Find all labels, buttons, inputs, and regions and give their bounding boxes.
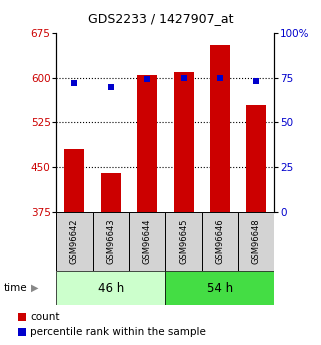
Bar: [165, 271, 274, 305]
Point: [72, 80, 77, 86]
Text: GSM96648: GSM96648: [252, 219, 261, 264]
Bar: [210, 45, 230, 212]
Text: 46 h: 46 h: [98, 282, 124, 295]
Bar: [18, 313, 26, 322]
Bar: [137, 75, 157, 212]
Bar: [173, 72, 194, 212]
Point: [144, 77, 150, 82]
Point: [108, 84, 113, 89]
Text: GSM96643: GSM96643: [106, 219, 115, 264]
Bar: [56, 271, 165, 305]
Bar: [18, 328, 26, 336]
Text: 54 h: 54 h: [207, 282, 233, 295]
Bar: [238, 212, 274, 271]
Text: GSM96642: GSM96642: [70, 219, 79, 264]
Text: GDS2233 / 1427907_at: GDS2233 / 1427907_at: [88, 12, 233, 25]
Point: [217, 75, 222, 80]
Text: GSM96646: GSM96646: [215, 219, 224, 264]
Text: percentile rank within the sample: percentile rank within the sample: [30, 327, 206, 337]
Text: GSM96644: GSM96644: [143, 219, 152, 264]
Bar: [202, 212, 238, 271]
Bar: [92, 212, 129, 271]
Bar: [246, 105, 266, 212]
Text: time: time: [3, 283, 27, 293]
Point: [181, 75, 186, 80]
Text: GSM96645: GSM96645: [179, 219, 188, 264]
Bar: [129, 212, 165, 271]
Bar: [56, 212, 92, 271]
Point: [254, 78, 259, 84]
Bar: [165, 212, 202, 271]
Bar: [101, 173, 121, 212]
Text: ▶: ▶: [30, 283, 38, 293]
Text: count: count: [30, 312, 59, 322]
Bar: [64, 149, 84, 212]
